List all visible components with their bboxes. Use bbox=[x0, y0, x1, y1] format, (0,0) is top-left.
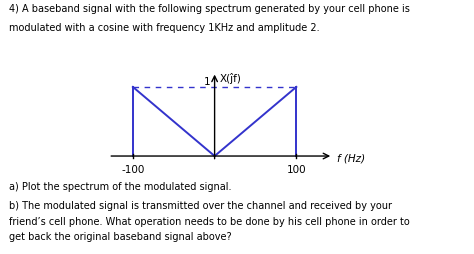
Text: -100: -100 bbox=[121, 165, 145, 175]
Text: a) Plot the spectrum of the modulated signal.: a) Plot the spectrum of the modulated si… bbox=[9, 182, 231, 192]
Text: get back the original baseband signal above?: get back the original baseband signal ab… bbox=[9, 231, 231, 241]
Text: modulated with a cosine with frequency 1KHz and amplitude 2.: modulated with a cosine with frequency 1… bbox=[9, 23, 319, 33]
Text: 4) A baseband signal with the following spectrum generated by your cell phone is: 4) A baseband signal with the following … bbox=[9, 4, 410, 14]
Text: X(ĵf): X(ĵf) bbox=[219, 72, 241, 83]
Text: 100: 100 bbox=[286, 165, 306, 175]
Text: f (Hz): f (Hz) bbox=[337, 153, 365, 163]
Text: b) The modulated signal is transmitted over the channel and received by your: b) The modulated signal is transmitted o… bbox=[9, 201, 392, 211]
Text: friend’s cell phone. What operation needs to be done by his cell phone in order : friend’s cell phone. What operation need… bbox=[9, 216, 409, 226]
Text: 1: 1 bbox=[204, 76, 210, 86]
